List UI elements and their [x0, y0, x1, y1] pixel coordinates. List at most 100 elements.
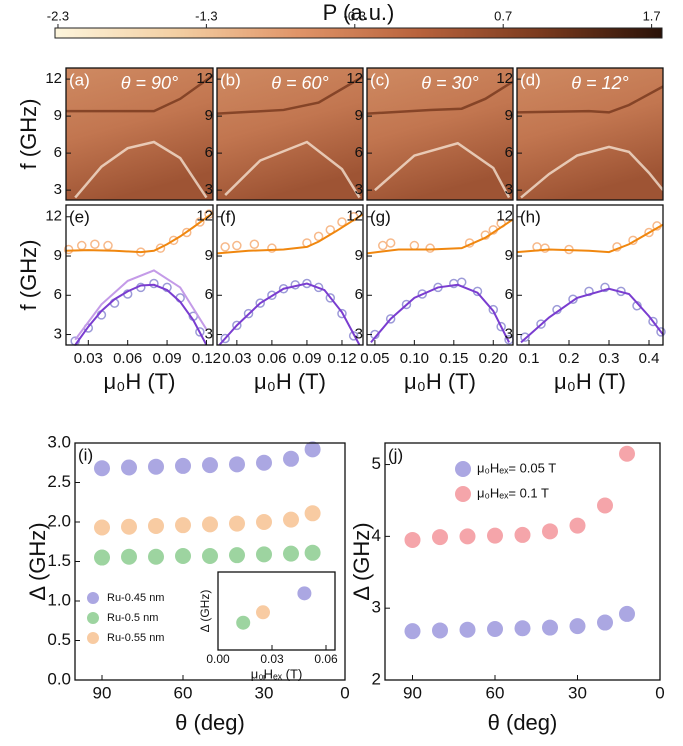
y-tick-label: 9: [355, 247, 363, 264]
y-tick-label: 6: [355, 144, 363, 161]
legend-swatch: [87, 632, 99, 644]
data-point: [168, 235, 179, 246]
data-dot: [236, 615, 251, 630]
y-tick-label: 2.5: [47, 472, 71, 491]
y-tick-label: 9: [505, 247, 513, 264]
fit-line: [370, 283, 510, 344]
y-axis-label: f (GHz): [16, 240, 41, 311]
heatmap-ridge: [520, 145, 664, 199]
y-tick-label: 3: [372, 598, 381, 617]
fit-line: [366, 218, 514, 255]
colorbar-tick-label: 0.7: [494, 8, 512, 23]
x-tick-label: 90: [403, 683, 422, 702]
data-dot: [121, 459, 137, 476]
y-tick-label: 12: [496, 208, 513, 225]
data-point: [385, 238, 396, 248]
y-tick-label: 9: [205, 247, 213, 264]
x-tick-label: 0: [655, 683, 664, 702]
data-dot: [514, 526, 531, 543]
data-dot: [202, 516, 218, 533]
frame: [216, 204, 364, 346]
legend-label: Ru-0.5 nm: [107, 612, 158, 624]
data-dot: [148, 458, 164, 475]
data-point: [648, 316, 658, 327]
data-dot: [256, 546, 272, 563]
frame: [366, 204, 514, 346]
y-tick-label: 1.0: [47, 590, 71, 609]
x-tick-label: 0.03: [222, 350, 251, 367]
y-tick-label: 3: [355, 181, 363, 198]
data-point: [536, 319, 546, 329]
data-dot: [175, 547, 191, 564]
y-tick-label: 6: [54, 286, 62, 303]
data-point: [267, 243, 277, 253]
data-point: [255, 298, 265, 308]
data-point: [644, 227, 654, 238]
data-dot: [514, 620, 531, 637]
x-tick-label: 0.12: [327, 350, 356, 367]
y-tick-label: 6: [205, 144, 213, 161]
y-axis-label: Δ (GHz): [25, 522, 50, 600]
legend-label: μ₀Hₑₓ= 0.1 T: [477, 485, 549, 500]
data-dot: [297, 586, 312, 601]
data-point: [325, 293, 336, 303]
data-dot: [542, 619, 558, 636]
data-point: [195, 217, 205, 227]
y-tick-label: 12: [346, 70, 363, 87]
data-dot: [229, 547, 245, 564]
legend-label: Ru-0.45 nm: [107, 592, 164, 604]
panel-label: (j): [388, 445, 403, 464]
x-tick-label: 0.10: [400, 350, 429, 367]
data-dot: [175, 457, 191, 474]
data-dot: [256, 454, 272, 471]
y-tick-label: 0.0: [47, 669, 71, 688]
frame: [366, 67, 514, 201]
frame: [65, 67, 214, 201]
heatmap-ridge: [74, 140, 208, 199]
heatmap-ridge: [366, 80, 514, 115]
x-axis-label: μ₀H (T): [404, 369, 476, 394]
fit-line: [65, 212, 214, 254]
legend-label: μ₀Hₑₓ= 0.05 T: [477, 460, 556, 475]
data-dot: [432, 622, 448, 639]
plot-area: [218, 572, 335, 650]
x-tick-label: 60: [174, 683, 193, 702]
y-tick-label: 3: [505, 326, 513, 343]
fit-line: [218, 282, 361, 346]
fit-line: [216, 213, 364, 255]
data-dot: [619, 605, 635, 622]
data-dot: [619, 445, 635, 462]
y-tick-label: 0.5: [47, 630, 71, 649]
data-point: [232, 240, 242, 251]
colorbar-tick-label: -2.3: [47, 8, 69, 23]
x-axis-label: μ₀H (T): [254, 369, 326, 394]
x-tick-label: 60: [486, 683, 505, 702]
x-tick-label: 0.12: [192, 350, 221, 367]
data-dot: [121, 548, 137, 565]
data-point: [182, 227, 192, 238]
y-tick-label: 3: [205, 181, 213, 198]
panel-label: (g): [370, 207, 391, 226]
legend-swatch: [455, 486, 471, 502]
data-point: [401, 299, 412, 310]
data-dot: [304, 505, 321, 522]
fit-line: [74, 283, 208, 346]
legend-swatch: [87, 612, 99, 624]
panel-label: (d): [520, 70, 541, 89]
data-point: [520, 332, 530, 342]
x-axis-label: μ₀H (T): [104, 369, 176, 394]
panel-annotation: θ = 60°: [271, 73, 329, 93]
data-dot: [404, 531, 421, 548]
x-tick-label: 90: [93, 683, 112, 702]
data-point: [90, 239, 100, 250]
x-tick-label: 0.00: [206, 652, 230, 666]
y-tick-label: 6: [505, 286, 513, 303]
y-tick-label: 3: [355, 326, 363, 343]
x-axis-label: μ₀Hₑₓ (T): [251, 666, 303, 681]
legend-swatch: [87, 592, 99, 604]
y-tick-label: 12: [45, 70, 62, 87]
panel-label: (b): [220, 70, 241, 89]
data-point: [155, 243, 166, 253]
y-tick-label: 12: [496, 70, 513, 87]
panel-label: (c): [370, 70, 390, 89]
